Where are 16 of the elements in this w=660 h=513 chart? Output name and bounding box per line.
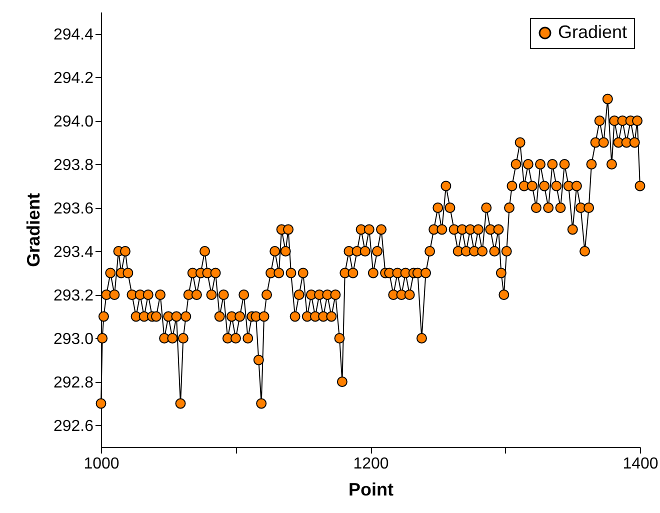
x-tick-label: 1000 — [84, 456, 120, 472]
y-tick-label: 293.4 — [53, 244, 94, 261]
y-tick-label: 294.0 — [53, 113, 94, 130]
y-tick-label: 292.8 — [53, 374, 94, 392]
y-axis-title: Gradient — [23, 192, 44, 268]
y-tick-label: 293.0 — [53, 330, 94, 348]
x-tick-label: 1400 — [622, 456, 658, 472]
x-axis-title: Point — [348, 480, 394, 500]
y-tick-label: 293.8 — [53, 156, 94, 174]
legend-label: Gradient — [558, 22, 628, 42]
y-tick-label: 293.6 — [53, 200, 94, 218]
x-tick-label: 1200 — [353, 456, 389, 472]
y-tick-label: 293.2 — [53, 287, 94, 304]
y-tick-label: 292.6 — [53, 418, 94, 435]
y-tick-label: 294.2 — [53, 70, 94, 87]
y-tick-label: 294.4 — [53, 26, 94, 44]
